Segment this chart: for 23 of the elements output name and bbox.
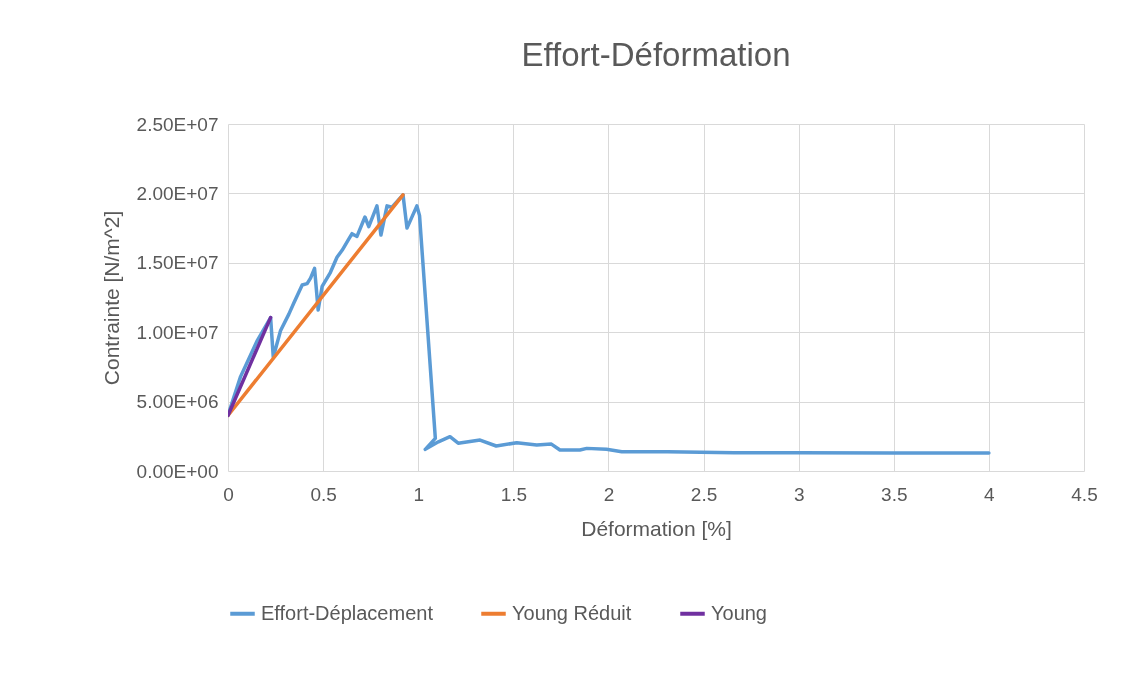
x-tick-label: 0 [223, 483, 234, 505]
legend-label: Effort-Déplacement [261, 601, 434, 624]
x-tick-label: 1 [413, 483, 425, 505]
x-tick-label: 1.5 [500, 483, 528, 505]
x-tick-label: 4.5 [1071, 483, 1098, 505]
x-tick-label: 3.5 [881, 483, 908, 505]
x-tick-label: 2 [603, 483, 615, 505]
x-tick-label: 0.5 [310, 483, 337, 505]
x-axis-title: Déformation [%] [581, 516, 732, 540]
chart-title: Effort-Déformation [521, 36, 791, 73]
y-tick-label: 5.00E+06 [136, 391, 219, 413]
y-tick-label: 2.00E+07 [136, 182, 219, 204]
x-tick-label: 4 [984, 483, 996, 505]
legend-label: Young Réduit [512, 601, 632, 624]
y-tick-label: 1.50E+07 [136, 252, 219, 274]
x-tick-label: 2.5 [690, 483, 718, 505]
y-tick-label: 0.00E+00 [136, 460, 219, 482]
x-tick-label: 3 [793, 483, 805, 505]
y-axis-title: Contrainte [N/m^2] [99, 210, 123, 386]
legend-label: Young [711, 601, 767, 624]
line-series [228, 193, 991, 455]
y-tick-label: 1.00E+07 [136, 321, 219, 343]
y-tick-label: 2.50E+07 [136, 113, 219, 135]
